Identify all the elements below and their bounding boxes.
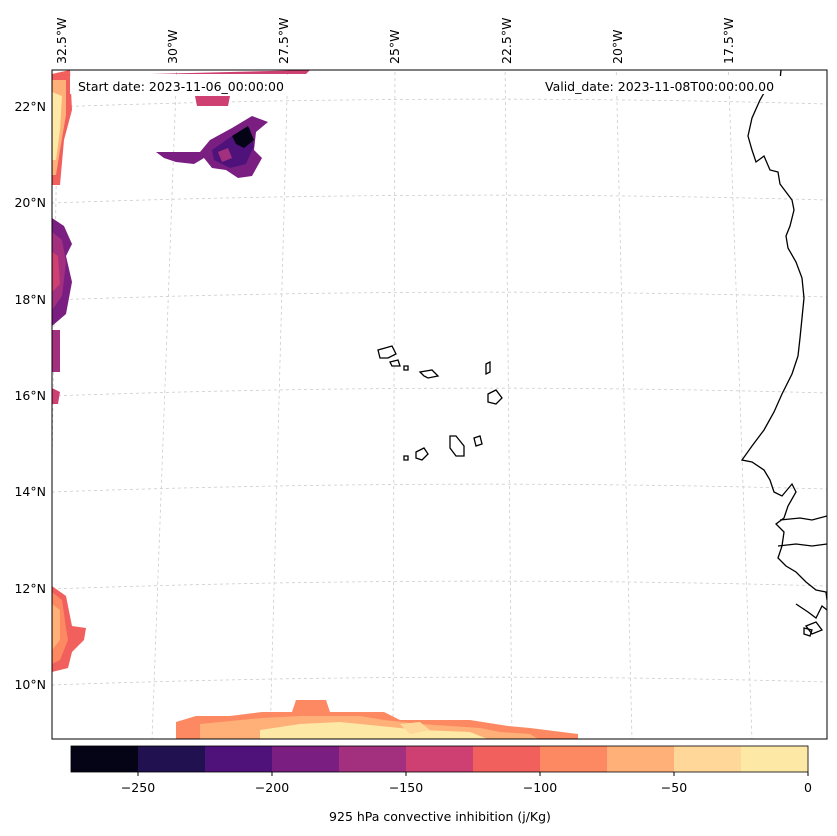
valid-date-label: Valid_date: 2023-11-08T00:00:00.00: [545, 79, 774, 94]
colorbar-segment: [272, 746, 340, 772]
colorbar-segment: [138, 746, 206, 772]
colorbar-segment: [71, 746, 139, 772]
contour-left-mid: [52, 218, 72, 404]
colorbar-segment: [540, 746, 608, 772]
colorbar-segments: [71, 746, 809, 772]
meridian-20w: [615, 70, 633, 739]
lat-label: 18°N: [14, 292, 46, 307]
cape-verde-maio: [473, 435, 483, 447]
cape-verde-brava: [403, 455, 409, 461]
map-frame: [51, 69, 828, 740]
latitude-labels: 22°N 20°N 18°N 16°N 14°N 12°N 10°N: [14, 99, 46, 692]
parallel-18n: [52, 291, 827, 301]
lon-label: 22.5°W: [499, 18, 514, 64]
cape-verde-santo-antao: [377, 345, 397, 359]
lat-label: 12°N: [14, 581, 46, 596]
colorbar-tick-label: −50: [661, 780, 687, 795]
cape-verde-sal: [485, 360, 491, 376]
cape-verde-santiago: [449, 435, 465, 457]
lat-label: 22°N: [14, 99, 46, 114]
guinea-bissau-coast: [795, 603, 827, 619]
longitude-labels: 32.5°W 30°W 27.5°W 25°W 22.5°W 20°W 17.5…: [54, 18, 736, 64]
lat-label: 14°N: [14, 484, 46, 499]
cape-verde-santa-luzia: [403, 365, 409, 371]
lon-label: 32.5°W: [54, 18, 69, 64]
colorbar-tick-label: −200: [255, 780, 289, 795]
lon-label: 30°W: [165, 29, 180, 64]
cape-verde-sao-nicolau: [418, 369, 440, 379]
parallel-12n: [52, 580, 827, 590]
lon-label: 27.5°W: [276, 18, 291, 64]
meridian-27-5w: [269, 70, 289, 739]
colorbar-tick-label: −150: [389, 780, 423, 795]
cape-verde-sao-vicente: [389, 359, 401, 367]
lon-label: 25°W: [387, 29, 402, 64]
bissagos-island-1: [804, 621, 824, 635]
meridian-25w: [392, 70, 396, 739]
lat-label: 16°N: [14, 388, 46, 403]
colorbar-segment: [205, 746, 273, 772]
colorbar-frame: [70, 745, 809, 773]
colorbar: −250 −200 −150 −100 −50 0 925 hPa convec…: [70, 745, 812, 824]
cape-verde-boa-vista: [487, 389, 503, 405]
parallel-10n: [52, 676, 827, 686]
africa-coastline: [740, 70, 827, 601]
colorbar-segment: [339, 746, 407, 772]
valid-date-box: [540, 76, 806, 94]
lat-label: 10°N: [14, 677, 46, 692]
cape-verde-fogo: [415, 447, 429, 461]
lat-label: 20°N: [14, 195, 46, 210]
colorbar-tick-label: −100: [523, 780, 557, 795]
contour-purple-cluster: [156, 116, 268, 178]
start-date-box: [70, 76, 314, 94]
parallel-16n: [52, 387, 827, 397]
colorbar-segment: [674, 746, 742, 772]
parallel-20n: [52, 194, 827, 204]
map-background: [52, 70, 827, 739]
contour-top-left: [52, 70, 72, 185]
contour-bottom: [176, 700, 578, 739]
colorbar-segment: [406, 746, 474, 772]
colorbar-label: 925 hPa convective inhibition (j/Kg): [329, 809, 551, 824]
bissagos-island-2: [803, 627, 813, 637]
contour-top-strip: [150, 70, 310, 106]
meridian-22-5w: [504, 70, 513, 739]
start-date-label: Start date: 2023-11-06_00:00:00: [78, 79, 284, 94]
colorbar-tick-label: 0: [804, 780, 812, 795]
casamance-coast: [777, 543, 827, 547]
colorbar-tick-label: −250: [121, 780, 155, 795]
gambia-river: [779, 515, 827, 521]
colorbar-ticks: [137, 772, 809, 776]
parallel-14n: [52, 483, 827, 493]
colorbar-segment: [607, 746, 675, 772]
colorbar-segment: [473, 746, 541, 772]
parallel-22n: [52, 98, 827, 108]
graticule: [52, 70, 827, 739]
lon-label: 17.5°W: [721, 18, 736, 64]
colorbar-segment: [741, 746, 809, 772]
map-content: [52, 70, 827, 739]
cin-contours: [52, 70, 578, 739]
contour-left-bottom: [52, 586, 86, 672]
coastlines: [377, 70, 827, 637]
lon-label: 20°W: [610, 29, 625, 64]
